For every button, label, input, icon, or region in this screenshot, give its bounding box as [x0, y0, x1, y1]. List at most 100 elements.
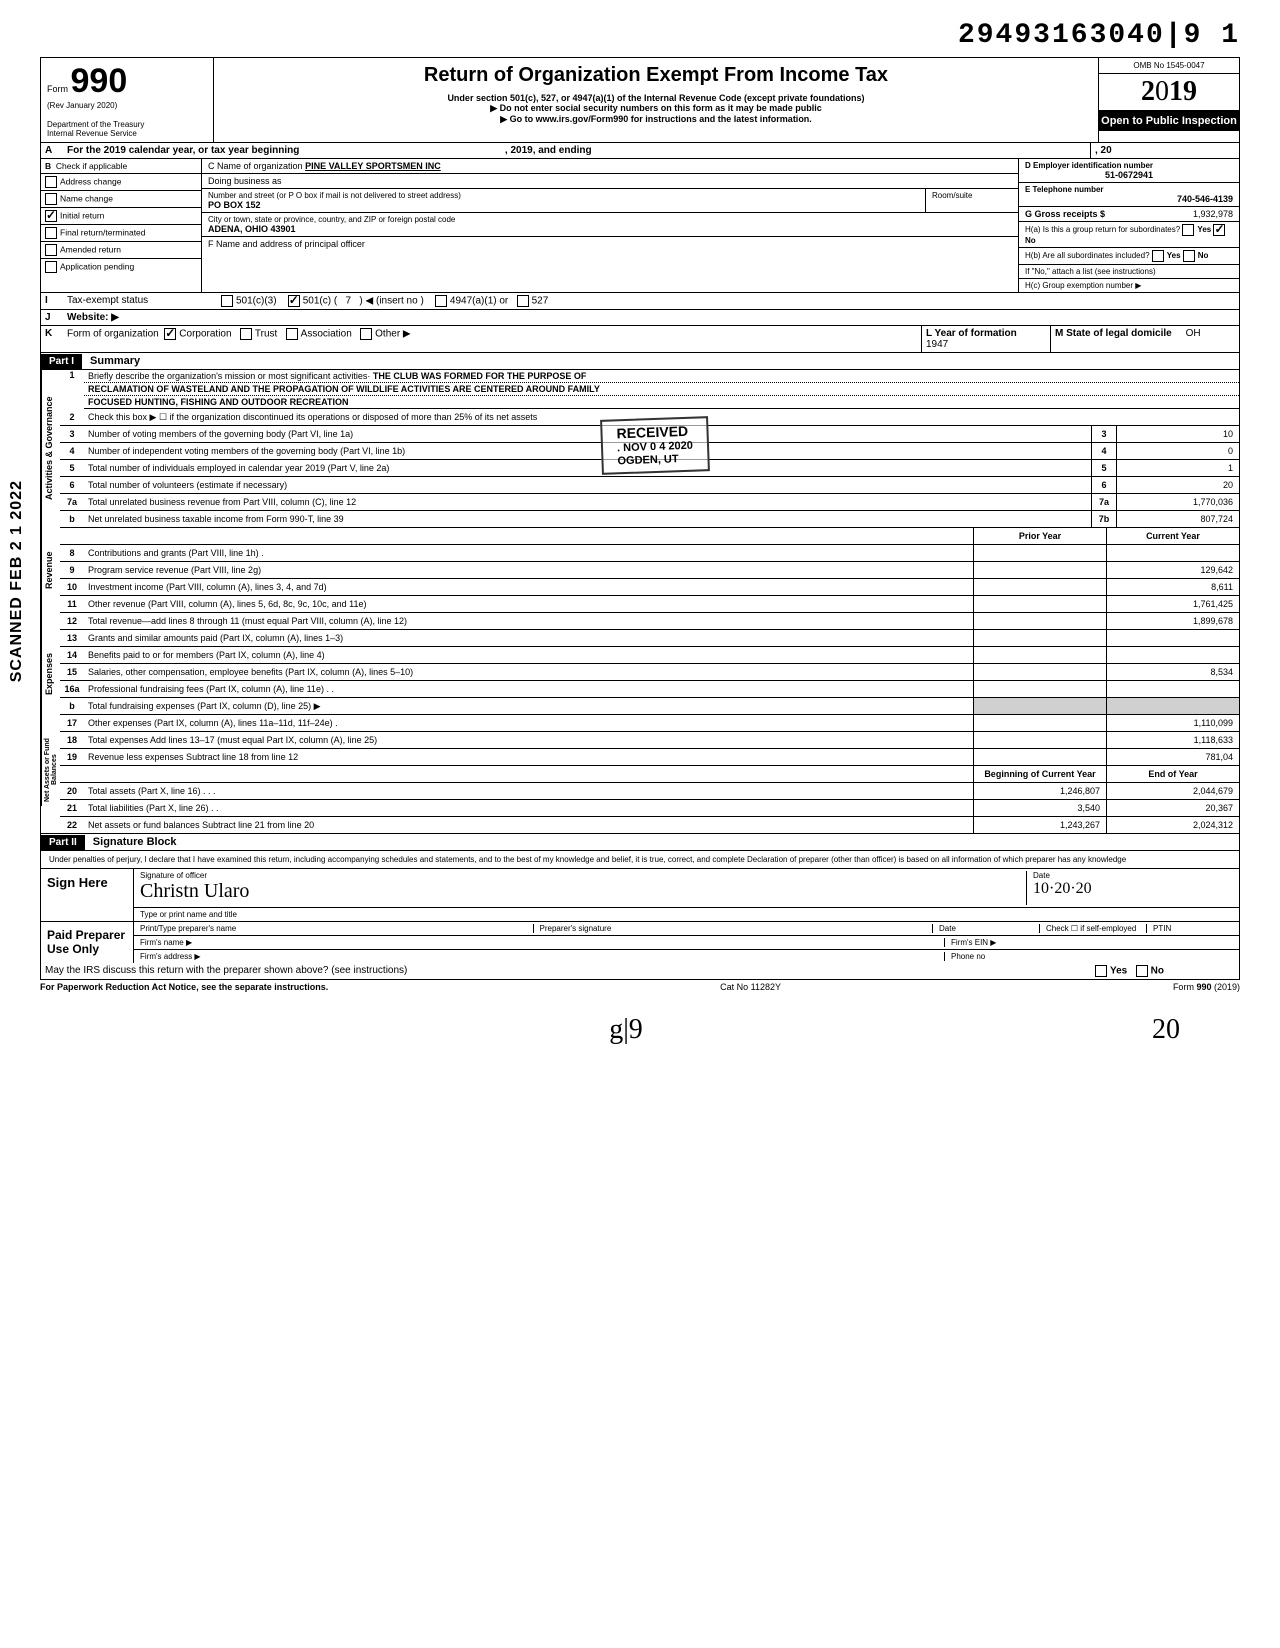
- corp-label: Corporation: [179, 329, 231, 340]
- line3-val: 10: [1116, 426, 1239, 442]
- room-suite-label: Room/suite: [925, 189, 1018, 212]
- 4947-checkbox[interactable]: [435, 295, 447, 307]
- form-990-container: Form 990 (Rev January 2020) Department o…: [40, 57, 1240, 980]
- line7a-val: 1,770,036: [1116, 494, 1239, 510]
- 501c3-label: 501(c)(3): [236, 296, 277, 307]
- trust-label: Trust: [255, 329, 277, 340]
- firm-addr-label: Firm's address ▶: [140, 952, 944, 961]
- line20-boc: 1,246,807: [973, 783, 1106, 799]
- line4-val: 0: [1116, 443, 1239, 459]
- app-pending-checkbox[interactable]: [45, 261, 57, 273]
- line10-val: 8,611: [1106, 579, 1239, 595]
- check-if-applicable: Check if applicable: [56, 161, 127, 171]
- sign-here-label: Sign Here: [41, 869, 134, 921]
- handwritten-1: g|9: [609, 1014, 643, 1046]
- line11-desc: Other revenue (Part VIII, column (A), li…: [84, 598, 973, 610]
- ha-label: H(a) Is this a group return for subordin…: [1025, 225, 1180, 234]
- 501c3-checkbox[interactable]: [221, 295, 233, 307]
- final-return-label: Final return/terminated: [60, 227, 146, 237]
- 527-label: 527: [532, 296, 549, 307]
- other-label: Other ▶: [375, 329, 410, 340]
- prep-date-label: Date: [932, 924, 1039, 933]
- received-line2: . NOV 0 4 2020: [617, 439, 693, 455]
- line18-val: 1,118,633: [1106, 732, 1239, 748]
- d-label: D Employer identification number: [1025, 161, 1233, 170]
- l-label: L Year of formation: [926, 328, 1017, 339]
- line-a-end: , 20: [1090, 143, 1239, 158]
- hb-yes-checkbox[interactable]: [1152, 250, 1164, 262]
- handwritten-2: 20: [1152, 1014, 1180, 1046]
- addr-change-checkbox[interactable]: [45, 176, 57, 188]
- line7b-desc: Net unrelated business taxable income fr…: [84, 513, 1091, 525]
- hb-no: No: [1198, 251, 1209, 260]
- may-irs-no-checkbox[interactable]: [1136, 965, 1148, 977]
- boc-hdr: Beginning of Current Year: [973, 766, 1106, 782]
- assoc-label: Association: [301, 329, 352, 340]
- may-irs-no: No: [1151, 966, 1164, 977]
- other-checkbox[interactable]: [360, 328, 372, 340]
- line5-desc: Total number of individuals employed in …: [84, 462, 1091, 474]
- e-label: E Telephone number: [1025, 185, 1233, 194]
- amended-checkbox[interactable]: [45, 244, 57, 256]
- form-number: 990: [71, 62, 128, 100]
- line17-desc: Other expenses (Part IX, column (A), lin…: [84, 717, 973, 729]
- g-value: 1,932,978: [1193, 209, 1233, 219]
- hc-label: H(c) Group exemption number ▶: [1019, 279, 1239, 292]
- 501c-checkbox[interactable]: [288, 295, 300, 307]
- line16b-desc: Total fundraising expenses (Part IX, col…: [84, 700, 973, 713]
- line22-desc: Net assets or fund balances Subtract lin…: [84, 819, 973, 831]
- line17-val: 1,110,099: [1106, 715, 1239, 731]
- 527-checkbox[interactable]: [517, 295, 529, 307]
- hb-yes: Yes: [1167, 251, 1181, 260]
- prior-year-hdr: Prior Year: [973, 528, 1106, 544]
- dba-label: Doing business as: [202, 174, 1018, 189]
- line11-val: 1,761,425: [1106, 596, 1239, 612]
- irs-label: Internal Revenue Service: [47, 129, 207, 138]
- line21-boc: 3,540: [973, 800, 1106, 816]
- initial-return-checkbox[interactable]: [45, 210, 57, 222]
- part1-body: RECEIVED . NOV 0 4 2020 OGDEN, UT Activi…: [41, 370, 1239, 833]
- g-label: G Gross receipts $: [1025, 209, 1105, 219]
- line15-desc: Salaries, other compensation, employee b…: [84, 666, 973, 678]
- dln-number: 29493163040|9 1: [40, 20, 1240, 51]
- line22-eoy: 2,024,312: [1106, 817, 1239, 833]
- paid-preparer-label: Paid Preparer Use Only: [41, 922, 134, 963]
- line-k-label: K: [41, 326, 63, 352]
- line8-desc: Contributions and grants (Part VIII, lin…: [84, 547, 973, 559]
- city-label: City or town, state or province, country…: [208, 215, 1012, 224]
- form-of-org-label: Form of organization: [67, 329, 159, 340]
- hb-label: H(b) Are all subordinates included?: [1025, 251, 1150, 260]
- assoc-checkbox[interactable]: [286, 328, 298, 340]
- side-net-assets: Net Assets or Fund Balances: [41, 734, 60, 806]
- phone-value: 740-546-4139: [1025, 194, 1233, 204]
- tax-exempt-label: Tax-exempt status: [63, 293, 217, 309]
- ha-no-checkbox[interactable]: [1213, 224, 1225, 236]
- scanned-date-stamp: SCANNED FEB 2 1 2022: [8, 480, 26, 682]
- 501c-label: 501(c) (: [303, 296, 337, 307]
- org-name: PINE VALLEY SPORTSMEN INC: [305, 161, 441, 171]
- corp-checkbox[interactable]: [164, 328, 176, 340]
- ha-yes-checkbox[interactable]: [1182, 224, 1194, 236]
- part2-title: Signature Block: [85, 834, 185, 850]
- paperwork-notice: For Paperwork Reduction Act Notice, see …: [40, 982, 328, 992]
- line-k: K Form of organization Corporation Trust…: [41, 326, 1239, 353]
- line16a-desc: Professional fundraising fees (Part IX, …: [84, 683, 973, 695]
- rev-date: (Rev January 2020): [47, 101, 207, 110]
- final-return-checkbox[interactable]: [45, 227, 57, 239]
- sig-date-label: Date: [1033, 871, 1233, 880]
- l-value: 1947: [926, 339, 948, 350]
- street-value: PO BOX 152: [208, 200, 261, 210]
- f-label: F Name and address of principal officer: [202, 237, 1018, 269]
- ha-no: No: [1025, 236, 1036, 245]
- current-year-hdr: Current Year: [1106, 528, 1239, 544]
- may-irs-yes: Yes: [1110, 966, 1127, 977]
- line20-desc: Total assets (Part X, line 16) . . .: [84, 785, 973, 797]
- line3-desc: Number of voting members of the governin…: [84, 428, 1091, 440]
- mission-line3: FOCUSED HUNTING, FISHING AND OUTDOOR REC…: [88, 397, 349, 407]
- trust-checkbox[interactable]: [240, 328, 252, 340]
- name-change-checkbox[interactable]: [45, 193, 57, 205]
- may-irs-yes-checkbox[interactable]: [1095, 965, 1107, 977]
- hb-no-checkbox[interactable]: [1183, 250, 1195, 262]
- addr-change-label: Address change: [60, 176, 121, 186]
- street-label: Number and street (or P O box if mail is…: [208, 191, 919, 200]
